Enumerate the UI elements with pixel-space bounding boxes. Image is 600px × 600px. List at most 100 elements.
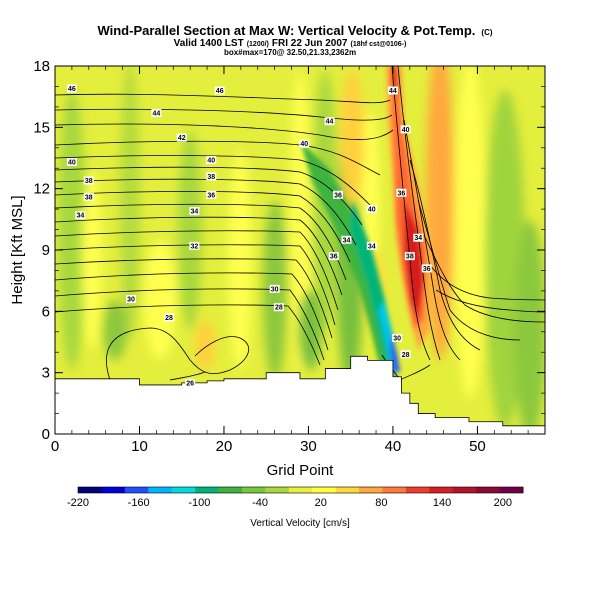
isentrope [397,66,441,361]
colorbar-swatch [101,487,126,493]
contour-label: 46 [214,86,225,95]
isentrope [55,190,351,263]
field-region-green [103,300,127,360]
isentrope [435,289,545,313]
contour-label-text: 30 [271,286,279,293]
contour-label-text: 34 [76,213,84,220]
chart-subtitle-line1: Valid 1400 LST (1200/) FRI 22 Jun 2007 (18h… [174,38,407,49]
isentrope [55,140,381,176]
contour-label-text: 38 [85,178,93,185]
field-region-orange [195,320,215,370]
contour-label: 30 [126,295,137,304]
contour-label: 36 [206,190,217,199]
isentrope [55,178,357,246]
colorbar-swatch [171,487,196,493]
contour-label: 34 [189,207,200,216]
field-region-green [58,90,86,370]
colorbar-swatch [476,487,501,493]
contour-label-bg [400,125,411,134]
contour-label: 28 [164,313,175,322]
field-region-green [178,130,202,330]
contour-label-text: 40 [300,141,308,148]
colorbar-tick-label: -220 [67,497,89,509]
contour-label-bg [66,158,77,167]
contour-label-text: 36 [397,190,405,197]
field-region-yellow [82,170,102,350]
contour-label-text: 36 [334,192,342,199]
contour-label-bg [189,207,200,216]
contour-label-text: 40 [402,127,410,134]
velocity-field: 46 46 44 42 44 40 44 40 40 40 38 38 38 36 34 34 36 40 36 34… [55,66,545,434]
contour-label-text: 32 [190,243,198,250]
contour-label-text: 28 [275,305,283,312]
contour-label-text: 40 [68,160,76,167]
isentrope [403,119,461,361]
contour-label: 28 [273,303,284,312]
field-region-green [120,66,140,340]
contour-label-text: 44 [152,111,160,118]
colorbar-tick-label: 200 [494,497,512,509]
contour-label-bg [126,295,137,304]
contour-label-text: 36 [330,254,338,261]
field-region-green [514,220,545,434]
contour-label: 40 [400,125,411,134]
colorbar-label: Vertical Velocity [cm/s] [250,518,350,529]
field-region-orange [340,70,364,210]
colorbar-tick-label: 140 [433,497,451,509]
contour-label-bg [206,190,217,199]
contour-label-bg [206,156,217,165]
contour-label-bg [185,378,196,387]
x-tick-label: 0 [51,438,59,455]
contour-label: 36 [328,252,339,261]
contour-label-text: 44 [389,88,397,95]
x-tick-label: 40 [385,438,402,455]
contour-labels: 46 46 44 42 44 40 44 40 40 40 38 38 38 36 34 34 36 40 36 34… [66,84,432,387]
colorbar-swatch [288,487,313,493]
isentrope [55,216,343,296]
contour-label-text: 26 [186,380,194,387]
x-tick-label: 30 [300,438,317,455]
isentrope [55,288,325,361]
y-tick-label: 6 [42,303,50,320]
contour-label-text: 44 [326,119,334,126]
contour-label: 44 [387,86,398,95]
contour-label: 34 [413,233,424,242]
contour-label: 38 [83,176,94,185]
contour-label-bg [341,235,352,244]
contour-label: 36 [421,264,432,273]
contour-label: 42 [176,133,187,142]
colorbar-swatch [452,487,477,493]
contour-label: 40 [66,158,77,167]
y-axis-label: Height [Kft MSL] [9,195,26,304]
contour-label: 28 [400,350,411,359]
contour-label-bg [404,252,415,261]
contour-label-bg [75,211,86,220]
colorbar-swatch [405,487,430,493]
colorbar-swatch [78,487,102,493]
isentrope [417,199,521,341]
contour-label-bg [366,205,377,214]
x-axis-label: Grid Point [267,462,335,479]
contour-label-text: 34 [368,243,376,250]
y-tick-label: 15 [33,119,50,136]
colorbar-tick-label: -100 [188,497,210,509]
isentrope [169,371,206,381]
contour-label-bg [400,350,411,359]
x-tick-label: 10 [131,438,148,455]
downdraft-green-band [300,140,396,385]
contour-label-bg [333,190,344,199]
contour-label-bg [396,188,407,197]
colorbar-swatch [265,487,290,493]
contour-label: 32 [189,241,200,250]
contour-label-bg [206,172,217,181]
colorbar-swatch [124,487,149,493]
isentrope [55,244,336,326]
contour-label: 38 [206,172,217,181]
colorbar: -220 -160 -100 -40 20 80 140 200 [67,486,524,509]
contour-label-bg [387,86,398,95]
colorbar-tick-label: -40 [252,497,268,509]
colorbar-swatch [195,487,220,493]
colorbar-swatch [148,487,173,493]
isentrope [409,159,481,351]
